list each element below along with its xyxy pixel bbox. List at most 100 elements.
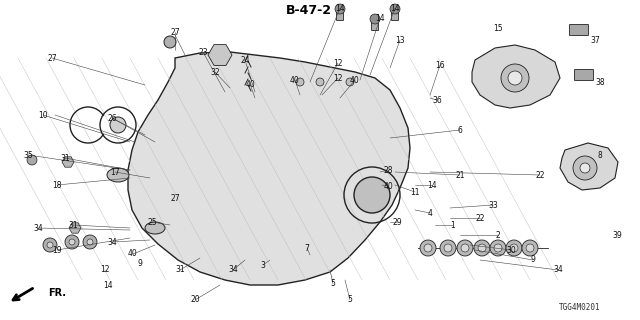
Text: 27: 27 [170,28,180,36]
Text: 40: 40 [383,181,393,190]
Text: 1: 1 [451,220,456,229]
Circle shape [478,244,486,252]
Text: 9: 9 [138,259,143,268]
FancyBboxPatch shape [575,69,593,81]
Circle shape [457,240,473,256]
Circle shape [83,235,97,249]
Text: 11: 11 [410,188,420,196]
Circle shape [494,244,502,252]
Text: 14: 14 [390,4,400,12]
Text: 33: 33 [488,201,498,210]
Circle shape [390,4,400,14]
Text: 12: 12 [333,59,343,68]
Circle shape [490,240,506,256]
Text: 5: 5 [331,279,335,289]
Circle shape [474,240,490,256]
Text: 40: 40 [128,250,138,259]
Text: 2: 2 [495,230,500,239]
Circle shape [506,240,522,256]
Circle shape [354,177,390,213]
Text: 32: 32 [210,68,220,76]
Polygon shape [62,157,74,167]
Text: 35: 35 [23,150,33,159]
Circle shape [296,78,304,86]
Ellipse shape [145,222,165,234]
Text: 18: 18 [52,180,61,189]
Text: 19: 19 [52,245,62,254]
Circle shape [69,239,75,245]
Circle shape [43,238,57,252]
Text: 28: 28 [383,165,393,174]
Text: 21: 21 [455,171,465,180]
Circle shape [580,163,590,173]
Circle shape [461,244,469,252]
Text: 10: 10 [38,110,48,119]
Text: 20: 20 [190,295,200,305]
Text: 17: 17 [110,167,120,177]
Text: 34: 34 [107,237,117,246]
Circle shape [424,244,432,252]
Circle shape [316,78,324,86]
Text: 16: 16 [435,60,445,69]
Text: 22: 22 [535,171,545,180]
FancyBboxPatch shape [570,25,589,36]
Text: 34: 34 [33,223,43,233]
Text: 14: 14 [375,13,385,22]
FancyBboxPatch shape [337,5,344,20]
Text: 3: 3 [260,260,266,269]
Circle shape [510,244,518,252]
Polygon shape [69,223,81,233]
Text: 31: 31 [175,266,185,275]
Circle shape [444,244,452,252]
Circle shape [27,155,37,165]
Text: 15: 15 [493,23,503,33]
FancyBboxPatch shape [392,5,399,20]
Text: 30: 30 [506,245,516,254]
Text: 12: 12 [100,266,109,275]
Circle shape [110,117,126,133]
Text: 26: 26 [107,114,117,123]
Text: 36: 36 [432,95,442,105]
Text: 40: 40 [350,76,360,84]
Circle shape [87,239,93,245]
Text: FR.: FR. [48,288,66,298]
Text: 7: 7 [305,244,309,252]
Circle shape [335,4,345,14]
Text: 25: 25 [147,218,157,227]
Circle shape [370,14,380,24]
Polygon shape [208,44,232,65]
Text: 12: 12 [333,74,343,83]
Text: 4: 4 [428,209,433,218]
Circle shape [420,240,436,256]
Text: 37: 37 [590,36,600,44]
Circle shape [47,242,53,248]
Polygon shape [560,143,618,190]
Circle shape [501,64,529,92]
Polygon shape [211,47,229,63]
Circle shape [508,71,522,85]
Text: 13: 13 [395,36,405,44]
FancyBboxPatch shape [371,15,378,30]
Ellipse shape [107,168,129,182]
Text: 29: 29 [392,218,402,227]
Text: 14: 14 [427,180,437,189]
Text: 6: 6 [458,125,463,134]
Text: 9: 9 [531,255,536,265]
Text: 14: 14 [335,4,345,12]
Polygon shape [128,52,410,285]
Text: 31: 31 [68,220,78,229]
Text: TGG4M0201: TGG4M0201 [559,303,601,313]
Text: 23: 23 [198,47,208,57]
Text: 31: 31 [60,154,70,163]
Text: 34: 34 [228,266,238,275]
Text: 40: 40 [290,76,300,84]
Text: 24: 24 [240,55,250,65]
Text: 14: 14 [103,281,113,290]
Text: 34: 34 [553,266,563,275]
Text: 27: 27 [47,53,57,62]
Circle shape [440,240,456,256]
Circle shape [526,244,534,252]
Text: 39: 39 [612,230,622,239]
Text: 5: 5 [348,295,353,305]
Text: 27: 27 [170,194,180,203]
